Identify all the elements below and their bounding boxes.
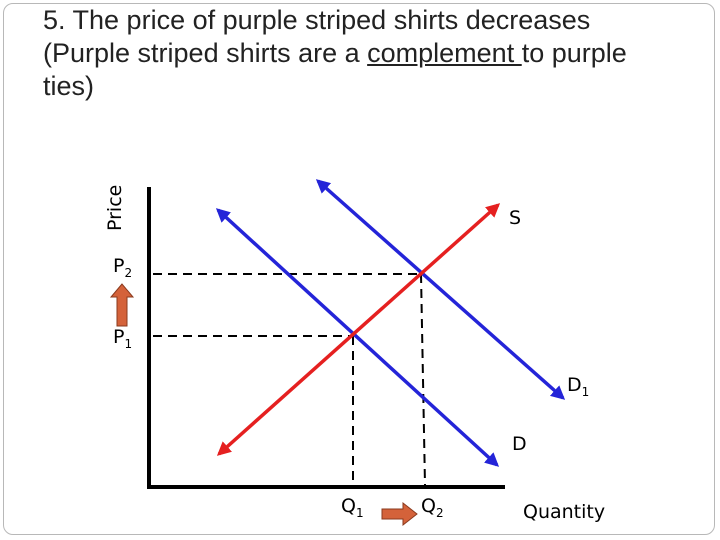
title-underlined-word: complement bbox=[367, 38, 522, 68]
x-axis-label: Quantity bbox=[523, 501, 605, 523]
demand-curve-shifted bbox=[315, 179, 566, 400]
y-axis-label: Price bbox=[104, 185, 126, 231]
demand-label: D bbox=[512, 433, 527, 455]
supply-curve bbox=[216, 203, 501, 456]
p1-label: P1 bbox=[113, 326, 132, 351]
supply-label: S bbox=[509, 207, 521, 229]
demand-shifted-label: D1 bbox=[567, 374, 589, 399]
slide-frame bbox=[3, 3, 715, 535]
title-line-1: 5. The price of purple striped shirts de… bbox=[43, 5, 591, 35]
title-line-3: ties) bbox=[43, 71, 95, 101]
title-line-2-end: to purple bbox=[521, 38, 627, 68]
price-increase-arrow-icon bbox=[109, 283, 135, 327]
q2-label: Q2 bbox=[421, 495, 444, 520]
title-line-2-start: (Purple striped shirts are a bbox=[43, 38, 368, 68]
quantity-increase-arrow-icon bbox=[381, 501, 418, 527]
p2-label: P2 bbox=[113, 255, 132, 280]
demand-curve-original bbox=[215, 208, 500, 467]
q1-label: Q1 bbox=[341, 495, 364, 520]
q2-guide-line bbox=[420, 273, 426, 486]
slide-title: 5. The price of purple striped shirts de… bbox=[43, 4, 703, 103]
